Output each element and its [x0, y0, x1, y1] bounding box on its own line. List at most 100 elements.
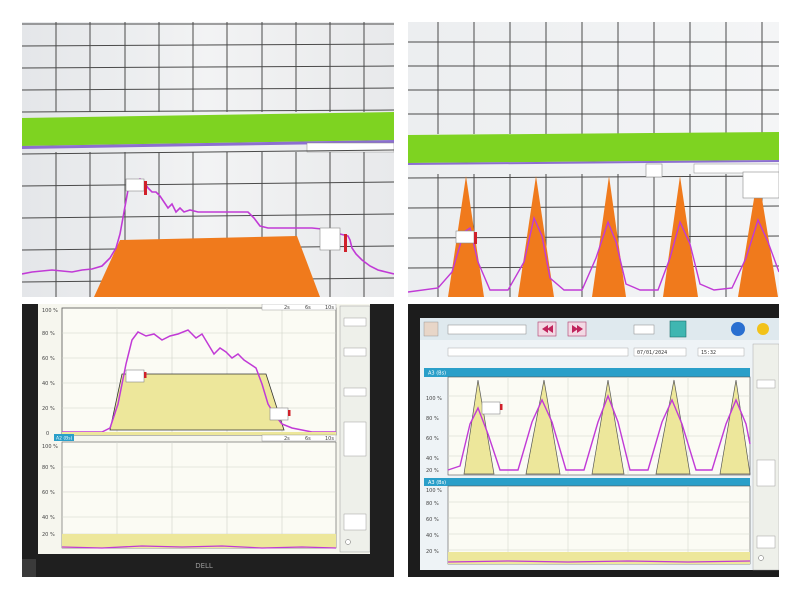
bezel-right: [370, 304, 394, 577]
user-avatar-icon[interactable]: [423, 321, 439, 337]
forward-arrow: [572, 325, 578, 333]
rewind-arrow-2: [547, 325, 553, 333]
date-field[interactable]: [633, 347, 687, 357]
photo-3-monitor: 100 % 80 % 60 % 40 % 20 % 0 2s 6s 10s: [22, 304, 394, 577]
lower-curve: [61, 545, 337, 549]
photo-2-spike-trend: [408, 22, 779, 297]
rewind-arrow: [542, 325, 548, 333]
upper-channel-tag: A3 (Bs): [428, 371, 446, 377]
time-label-1: 2s: [284, 436, 290, 442]
tick-60: 60 %: [42, 356, 55, 362]
time-field-value: 15:32: [701, 350, 716, 356]
lower-axis-ticks: 100 % 80 % 60 % 40 % 20 %: [426, 488, 442, 555]
side-panel-fields: [343, 317, 367, 545]
spike-2: [518, 176, 554, 297]
setpoint-peaks: [463, 379, 751, 475]
measured-curve: [447, 394, 751, 471]
measured-curve: [408, 215, 779, 293]
tick-40: 40 %: [42, 515, 55, 521]
toolbar: [420, 318, 779, 340]
spike-5: [738, 174, 778, 297]
photo-1-trend-close-up: [22, 22, 394, 297]
speed-select[interactable]: [633, 324, 655, 335]
side-radio[interactable]: [758, 555, 764, 561]
baseline-fill: [62, 432, 336, 435]
tick-20: 20 %: [42, 406, 55, 412]
spike-4: [663, 176, 698, 297]
lower-plot-area: [61, 441, 337, 549]
tick-80: 80 %: [42, 465, 55, 471]
tick-20: 20 %: [426, 468, 439, 474]
scale-readout-strip: [693, 163, 779, 174]
channel-tag[interactable]: [54, 434, 74, 441]
photo-1-screen: [22, 22, 394, 297]
lower-fill: [62, 534, 336, 548]
marker-2: [269, 407, 291, 421]
side-field-1[interactable]: [756, 379, 776, 389]
time-label-2: 6s: [305, 436, 311, 442]
side-field-1[interactable]: [343, 317, 367, 327]
upper-channel-header: [424, 368, 750, 377]
peak-3: [591, 379, 625, 475]
tick-80: 80 %: [42, 331, 55, 337]
tick-80: 80 %: [426, 416, 439, 422]
side-list[interactable]: [756, 459, 776, 487]
photo-4-screen: 07/01/2024 15:32 A3 (Bs) 100 % 80 %: [408, 304, 779, 577]
band-edge-line: [408, 160, 779, 165]
profile-dropdown[interactable]: [447, 324, 527, 335]
info-icon[interactable]: [731, 322, 745, 336]
tick-40: 40 %: [42, 381, 55, 387]
setpoint-trapezoid: [109, 373, 285, 431]
tick-60: 60 %: [426, 436, 439, 442]
tick-100: 100 %: [42, 308, 58, 314]
time-label-2: 6s: [305, 305, 311, 311]
side-list[interactable]: [343, 421, 367, 457]
side-field-2[interactable]: [756, 535, 776, 549]
monitor-brand-logo: DELL: [195, 562, 213, 570]
tick-100: 100 %: [426, 396, 442, 402]
green-band: [22, 112, 394, 146]
tick-100: 100 %: [42, 444, 58, 450]
lower-channel-tag: A3 (Bs): [428, 480, 446, 486]
peak-4: [655, 379, 691, 475]
lower-curve: [447, 560, 751, 563]
marker-2: [645, 163, 663, 178]
side-field-4[interactable]: [343, 513, 367, 531]
time-label-1: 2s: [284, 305, 290, 311]
time-field[interactable]: [697, 347, 745, 357]
photo-3-screen: 100 % 80 % 60 % 40 % 20 % 0 2s 6s 10s: [22, 304, 394, 577]
side-field-3[interactable]: [343, 387, 367, 397]
channel-tag-label: A2 (Bs): [56, 436, 73, 442]
value-box: [742, 171, 779, 199]
middle-time-labels: 2s 6s 10s: [261, 434, 337, 442]
lower-plot-grid: [448, 486, 750, 564]
help-icon[interactable]: [757, 323, 769, 335]
program-field[interactable]: [447, 347, 629, 357]
tick-40: 40 %: [426, 533, 439, 539]
side-radio[interactable]: [345, 539, 351, 545]
marker-2: [319, 227, 347, 252]
time-label-3: 10s: [325, 436, 334, 442]
info-row: 07/01/2024 15:32: [447, 347, 745, 357]
upper-grid: [408, 22, 779, 134]
peak-5: [719, 379, 751, 475]
bezel-corner: [22, 559, 36, 577]
marker-1: [125, 369, 147, 383]
tick-0: 0: [46, 431, 49, 437]
tick-20: 20 %: [426, 549, 439, 555]
measured-curve: [62, 329, 336, 433]
time-label-3: 10s: [325, 305, 334, 311]
scale-readout-strip: [306, 142, 394, 153]
export-icon[interactable]: [669, 320, 687, 338]
tick-60: 60 %: [42, 490, 55, 496]
side-field-2[interactable]: [343, 347, 367, 357]
upper-grid: [22, 22, 394, 113]
setpoint-trapezoid: [94, 236, 320, 297]
upper-axis-ticks: 100 % 80 % 60 % 40 % 20 % 0: [42, 308, 58, 437]
tick-100: 100 %: [426, 488, 442, 494]
forward-arrow-2: [577, 325, 583, 333]
band-edge-line: [22, 140, 394, 149]
lower-channel-header: [424, 478, 750, 486]
marker-1: [481, 401, 503, 415]
